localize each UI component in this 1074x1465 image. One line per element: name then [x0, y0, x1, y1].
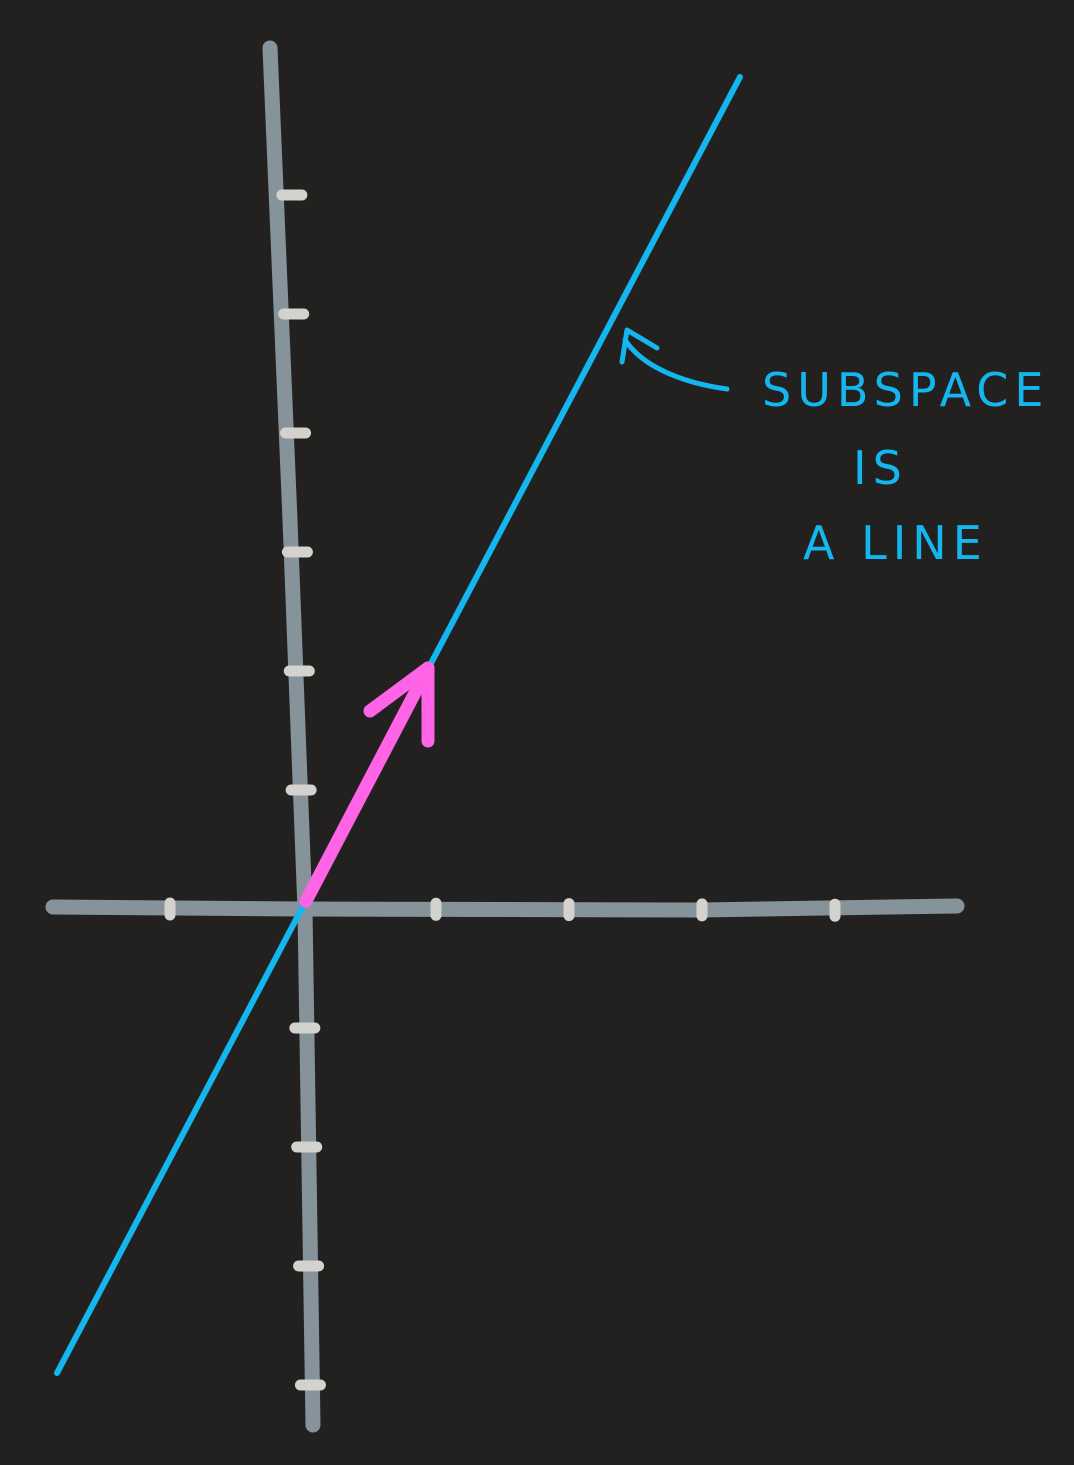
- annotation-line-a-line: A LINE: [803, 516, 988, 570]
- y-axis-ticks: [276, 189, 326, 1391]
- vector-arrow: [299, 661, 435, 908]
- x-axis-ticks: [164, 897, 841, 922]
- annotation-line-is: IS: [853, 441, 908, 495]
- vector-shaft: [299, 661, 435, 908]
- annotation-pointer-arrow: [619, 327, 730, 392]
- annotation-line-subspace: SUBSPACE: [762, 363, 1050, 417]
- y-axis: [262, 40, 321, 1433]
- axes: [45, 40, 965, 1433]
- vector-arrowhead: [363, 661, 435, 748]
- x-axis: [45, 898, 965, 918]
